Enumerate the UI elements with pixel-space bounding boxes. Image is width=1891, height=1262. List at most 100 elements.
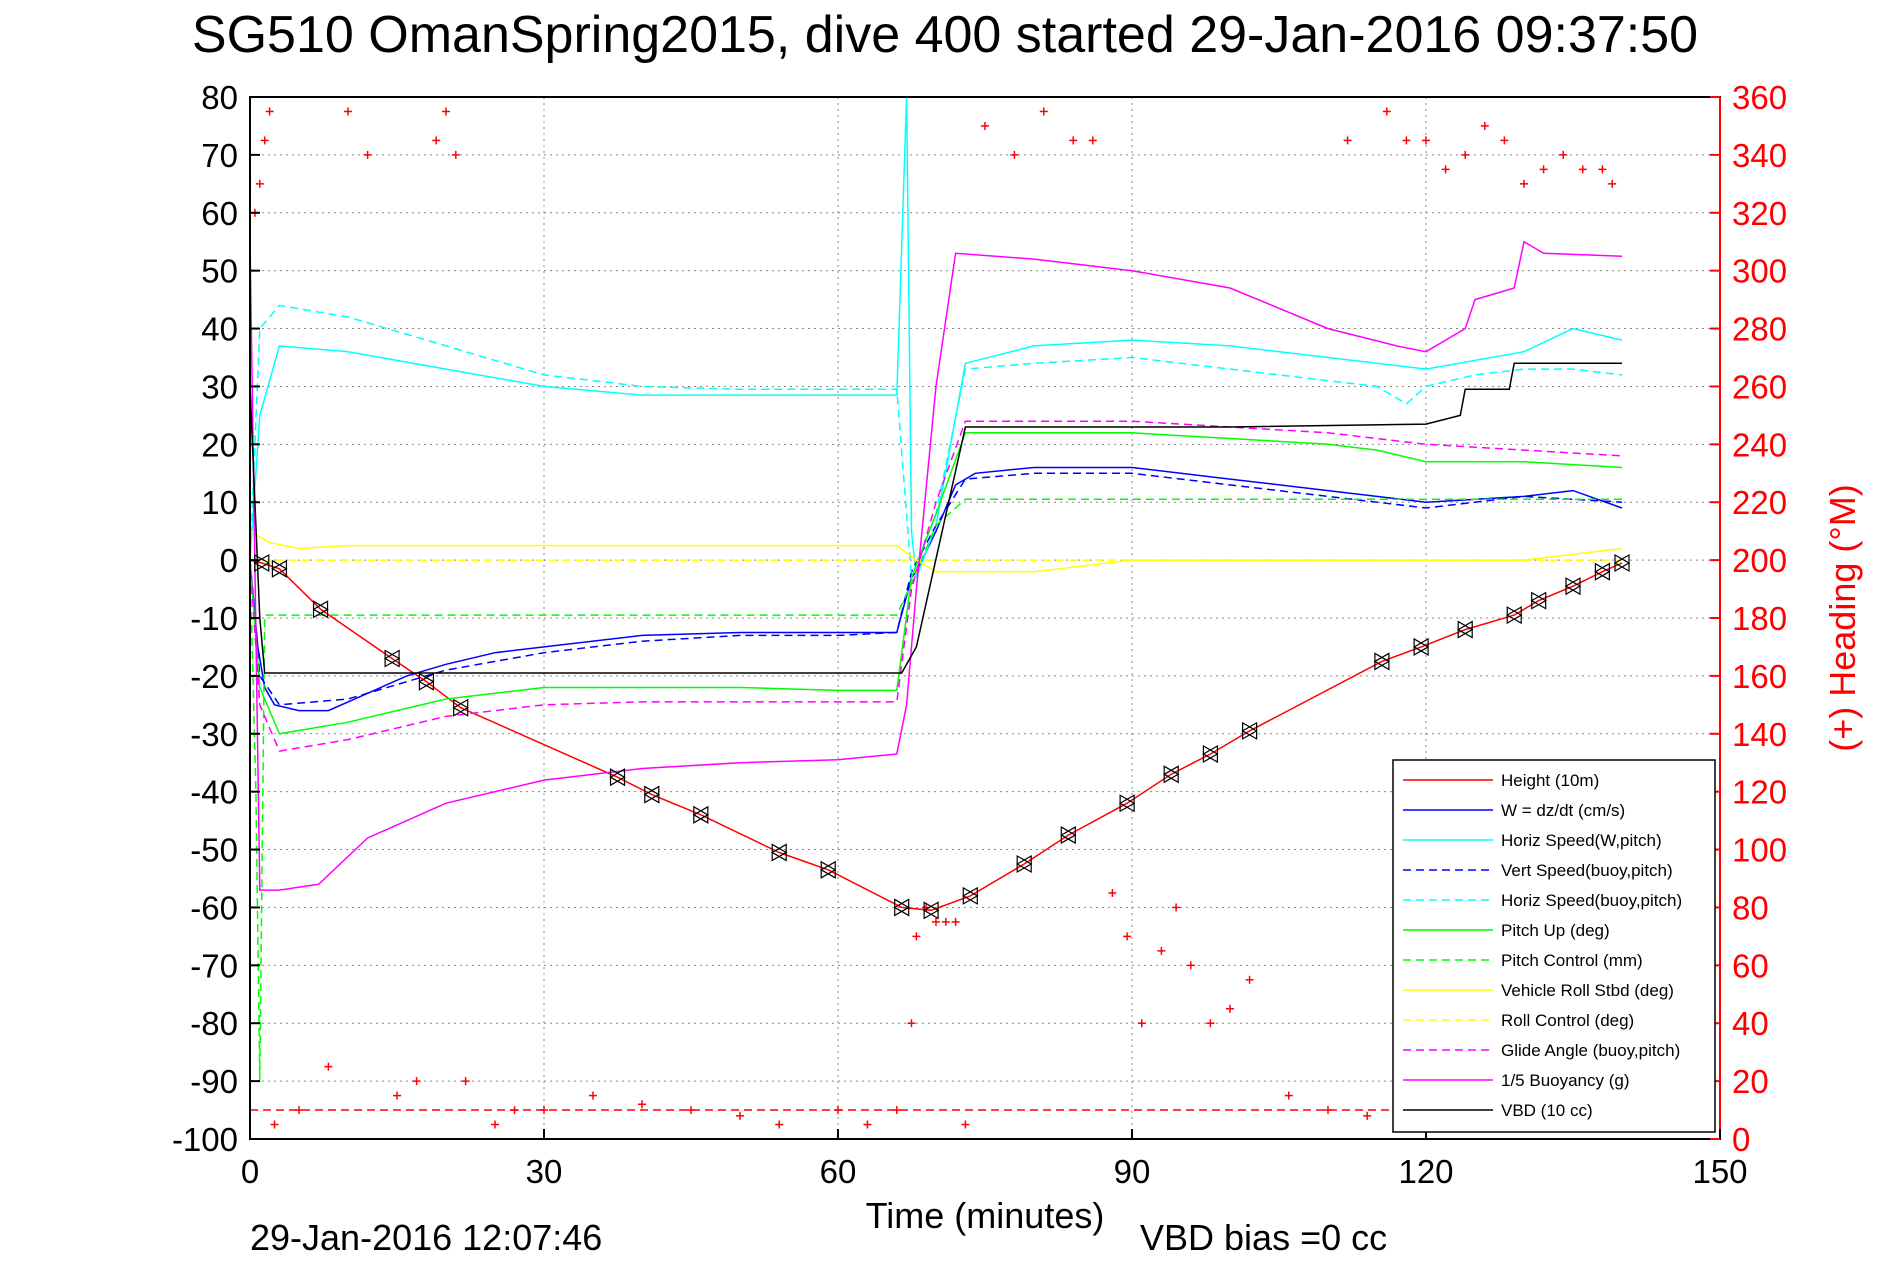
heading-point [1186,961,1195,970]
heading-point [1108,888,1117,897]
y-left-tick-label: 60 [201,195,238,232]
heading-point [393,1091,401,1100]
heading-point [907,1019,916,1028]
heading-point [981,121,989,130]
legend-label: 1/5 Buoyancy (g) [1501,1071,1630,1090]
y-left-tick-label: 0 [220,542,238,579]
heading-point [834,1106,842,1115]
heading-point [451,150,460,159]
heading-point [1480,121,1489,130]
heading-point [775,1120,784,1129]
height-marker-left [1613,553,1630,573]
heading-point [912,932,921,941]
heading-point [1539,165,1548,174]
legend-label: Glide Angle (buoy,pitch) [1501,1041,1680,1060]
heading-point [1500,136,1509,145]
height-marker-left [1505,606,1522,625]
y-right-tick-label: 0 [1732,1121,1750,1158]
y-right-tick-label: 180 [1732,600,1787,637]
y-right-tick-label: 40 [1732,1005,1769,1042]
legend-label: Vert Speed(buoy,pitch) [1501,861,1673,880]
heading-point [1157,946,1166,955]
y-left-tick-label: 50 [201,253,238,290]
series-glide-angle-buoy-pitch [249,420,1623,752]
heading-point [932,917,940,926]
heading-point [589,1091,597,1100]
y-left-tick-label: -50 [190,832,238,869]
heading-point [1172,903,1181,912]
x-tick-label: 30 [526,1153,563,1190]
plot-area [249,96,1720,1129]
y-right-tick-label: 160 [1732,658,1787,695]
series-pitch-up-deg [249,432,1623,735]
height-marker [1564,577,1582,596]
heading-point [1324,1106,1332,1115]
y-right-tick-label: 100 [1732,832,1787,869]
y-right-tick-label: 280 [1732,311,1787,348]
legend-label: Horiz Speed(W,pitch) [1501,831,1662,850]
heading-point [638,1100,646,1109]
legend-label: Horiz Speed(buoy,pitch) [1501,891,1682,910]
height-marker-left [452,698,469,717]
y-axis-right-label: (+) Heading (°M) [1822,484,1863,751]
height-marker [1118,794,1136,813]
height-marker-left [1373,652,1390,671]
series-w-dz-dt-cm-s [249,466,1623,712]
y-left-tick-label: 10 [201,484,238,521]
y-left-tick-label: -40 [190,774,238,811]
heading-point [260,136,269,145]
legend-box [1392,759,1716,1133]
heading-point [687,1106,695,1115]
heading-point [1206,1019,1215,1028]
heading-point [863,1120,872,1129]
y-right-tick-label: 240 [1732,426,1787,463]
heading-point [1608,179,1617,188]
legend-label: Vehicle Roll Stbd (deg) [1501,981,1674,1000]
heading-point [1578,165,1587,174]
heading-point [510,1106,519,1115]
height-marker [253,553,270,573]
footer-timestamp: 29-Jan-2016 12:07:46 [250,1217,602,1258]
heading-point [1226,1004,1234,1013]
height-marker [893,898,910,917]
y-axis-right: 3603403203002802602402202001801601401201… [1710,79,1787,1158]
x-axis: 0 30 60 90 120 150 [241,1129,1748,1190]
height-marker [1412,637,1430,656]
heading-point [961,1120,970,1129]
y-right-tick-label: 320 [1732,195,1787,232]
height-marker [819,860,837,879]
height-marker [1505,606,1523,625]
height-marker-left [253,553,270,573]
heading-point [1123,932,1132,941]
height-marker [609,768,626,787]
series-vbd-10-cc [249,362,1622,674]
height-marker-left [271,559,287,578]
height-marker [1456,620,1474,639]
y-right-tick-label: 360 [1732,79,1787,116]
x-axis-label: Time (minutes) [866,1195,1105,1236]
heading-point [1069,136,1078,145]
height-marker-left [383,649,400,668]
height-marker [1202,745,1219,764]
height-marker [271,559,288,578]
y-right-tick-label: 260 [1732,368,1787,405]
y-right-tick-label: 200 [1732,542,1787,579]
heading-point [344,107,352,116]
heading-point [491,1120,499,1129]
series-pitch-control-mm [249,498,1622,1082]
y-left-tick-label: 80 [201,79,238,116]
heading-point [1422,136,1430,145]
height-marker [922,901,940,920]
x-tick-label: 90 [1114,1153,1151,1190]
series-horiz-speed-w-pitch [249,96,1623,578]
height-marker-left [770,843,787,862]
height-marker [1373,652,1391,671]
height-marker-left [1564,577,1581,596]
heading-point [1559,150,1568,159]
heading-point [1088,136,1097,145]
heading-point [736,1111,744,1120]
heading-point [1137,1019,1146,1028]
heading-point [442,107,450,116]
height-marker-left [312,600,329,619]
